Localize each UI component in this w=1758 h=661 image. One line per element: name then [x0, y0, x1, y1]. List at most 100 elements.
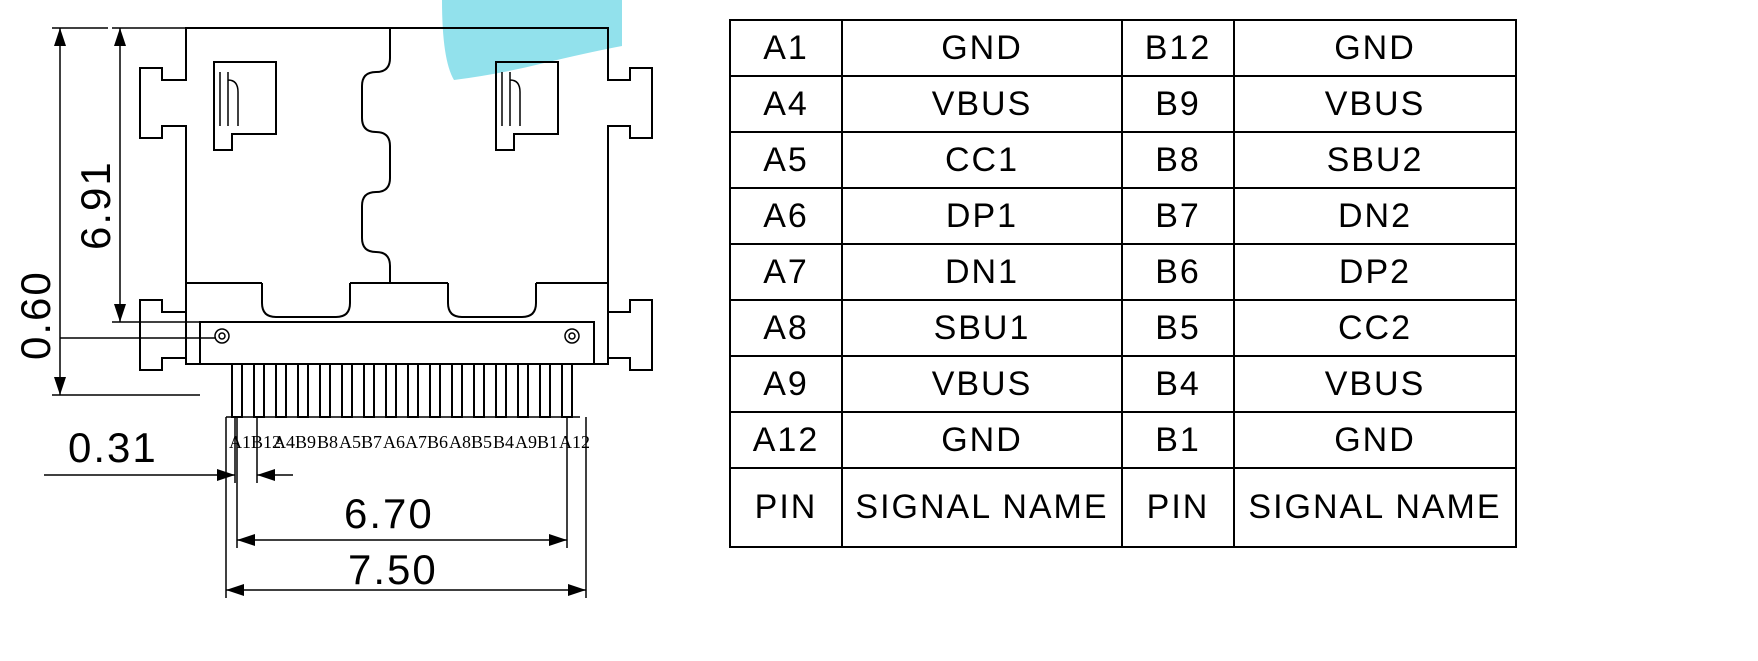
connector-pin [386, 364, 396, 417]
table-cell: DP2 [1234, 244, 1516, 300]
table-cell: VBUS [842, 356, 1122, 412]
table-cell: B1 [1122, 412, 1234, 468]
connector-pin [320, 364, 330, 417]
alignment-hole [569, 333, 575, 339]
table-row: A7DN1B6DP2 [730, 244, 1516, 300]
table-row: PINSIGNAL NAMEPINSIGNAL NAME [730, 468, 1516, 547]
table-cell: A12 [730, 412, 842, 468]
pin-label: A5 [339, 432, 361, 452]
connector-pin [254, 364, 264, 417]
pinout-table: A1GNDB12GNDA4VBUSB9VBUSA5CC1B8SBU2A6DP1B… [729, 19, 1517, 548]
dimension-value: 0.60 [12, 270, 59, 360]
table-cell: CC2 [1234, 300, 1516, 356]
connector-pin [496, 364, 506, 417]
pin-barrel [200, 322, 594, 364]
connector-pin [474, 364, 484, 417]
dim-arrow [257, 469, 275, 481]
alignment-hole [219, 333, 225, 339]
alignment-hole [565, 329, 579, 343]
connector-pin [430, 364, 440, 417]
accent-highlight [442, 0, 622, 80]
table-cell: A4 [730, 76, 842, 132]
dimension-value: 7.50 [348, 546, 438, 593]
table-cell: GND [842, 412, 1122, 468]
pin-label: A8 [449, 432, 471, 452]
dim-arrow [549, 534, 567, 546]
dim-arrow [54, 377, 66, 395]
shield-bump-right [448, 283, 536, 317]
table-cell: SBU2 [1234, 132, 1516, 188]
pin-label: B6 [427, 432, 448, 452]
pin-label: A4 [273, 432, 295, 452]
table-cell: VBUS [1234, 356, 1516, 412]
table-cell: CC1 [842, 132, 1122, 188]
shield-bump-left [262, 283, 350, 317]
table-row: A5CC1B8SBU2 [730, 132, 1516, 188]
table-cell: B7 [1122, 188, 1234, 244]
connector-pin [452, 364, 462, 417]
table-cell: B9 [1122, 76, 1234, 132]
page-root: { "canvas": { "w": 1758, "h": 661, "bg":… [0, 0, 1758, 661]
pin-label: B4 [493, 432, 514, 452]
connector-pin [518, 364, 528, 417]
pin-label: A1 [229, 432, 251, 452]
table-cell: A8 [730, 300, 842, 356]
dimension-value: 6.91 [72, 160, 119, 250]
table-cell: SIGNAL NAME [1234, 468, 1516, 547]
table-cell: B12 [1122, 20, 1234, 76]
pin-label: A7 [405, 432, 427, 452]
table-row: A1GNDB12GND [730, 20, 1516, 76]
table-cell: VBUS [842, 76, 1122, 132]
dimension-value: 0.31 [68, 424, 158, 471]
pin-label: A9 [515, 432, 537, 452]
table-cell: A5 [730, 132, 842, 188]
connector-pin [342, 364, 352, 417]
connector-pin [540, 364, 550, 417]
table-cell: A6 [730, 188, 842, 244]
dimension-value: 6.70 [344, 490, 434, 537]
connector-pin [562, 364, 572, 417]
table-cell: DN1 [842, 244, 1122, 300]
table-cell: GND [842, 20, 1122, 76]
table-cell: A9 [730, 356, 842, 412]
table-cell: B8 [1122, 132, 1234, 188]
dim-arrow [114, 304, 126, 322]
table-cell: SIGNAL NAME [842, 468, 1122, 547]
table-row: A4VBUSB9VBUS [730, 76, 1516, 132]
dim-arrow [568, 584, 586, 596]
pin-label: B9 [295, 432, 316, 452]
pin-label: A6 [383, 432, 405, 452]
dim-arrow [226, 584, 244, 596]
table-cell: A7 [730, 244, 842, 300]
pin-label: B5 [471, 432, 492, 452]
table-cell: VBUS [1234, 76, 1516, 132]
pin-label: B1 [537, 432, 558, 452]
table-cell: B6 [1122, 244, 1234, 300]
latch-detail [502, 72, 520, 126]
connector-pin [276, 364, 286, 417]
latch-tongue [496, 62, 558, 150]
connector-shell-outline [140, 28, 652, 370]
table-cell: B5 [1122, 300, 1234, 356]
pin-label: B7 [361, 432, 382, 452]
dim-arrow [54, 28, 66, 46]
connector-pin [298, 364, 308, 417]
table-cell: SBU1 [842, 300, 1122, 356]
table-cell: B4 [1122, 356, 1234, 412]
table-cell: A1 [730, 20, 842, 76]
table-row: A6DP1B7DN2 [730, 188, 1516, 244]
pin-label: B8 [317, 432, 338, 452]
table-cell: GND [1234, 20, 1516, 76]
table-cell: DN2 [1234, 188, 1516, 244]
latch-tongue [214, 62, 276, 150]
table-cell: PIN [730, 468, 842, 547]
table-row: A8SBU1B5CC2 [730, 300, 1516, 356]
table-row: A12GNDB1GND [730, 412, 1516, 468]
connector-pin [408, 364, 418, 417]
connector-drawing: A1B12A4B9B8A5B7A6A7B6A8B5B4A9B1A126.910.… [0, 0, 720, 640]
dim-arrow [237, 534, 255, 546]
table-cell: PIN [1122, 468, 1234, 547]
alignment-hole [215, 329, 229, 343]
table-cell: DP1 [842, 188, 1122, 244]
connector-pin [364, 364, 374, 417]
